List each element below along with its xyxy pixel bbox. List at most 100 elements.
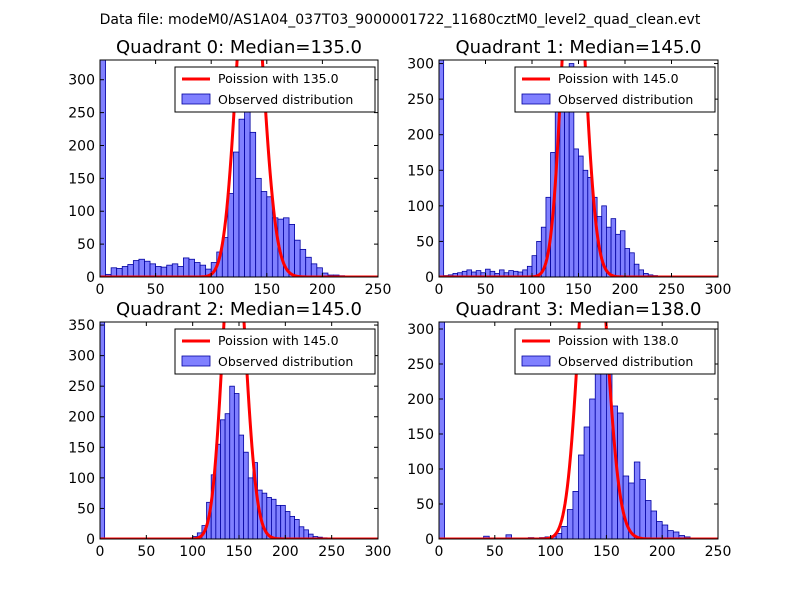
histogram-bar [633,263,640,277]
x-tick-label: 200 [612,282,639,298]
legend: Poission with 138.0 Observed distribution [514,328,716,375]
y-tick-label: 100 [407,199,434,215]
subplot-title: Quadrant 0: Median=135.0 [116,37,362,58]
x-tick-label: 300 [705,282,732,298]
legend-label-poisson: Poission with 145.0 [218,333,339,348]
y-tick-label: 250 [68,379,95,395]
legend-label-poisson: Poission with 138.0 [558,333,679,348]
y-tick-label: 150 [68,440,95,456]
x-tick-label: 0 [435,544,444,560]
histogram-bar [224,413,231,539]
histogram-bar [294,519,300,539]
x-tick-label: 100 [519,282,546,298]
x-tick-label: 50 [137,544,155,560]
legend-label-poisson: Poission with 135.0 [218,71,339,86]
y-tick-label: 200 [68,138,95,154]
plot-data [439,60,718,277]
subplot-quadrant-1: 0 50 100 150 200 250 300 0 50 100 150 200 250 300 Quad… [407,37,732,298]
y-tick-label: 150 [68,171,95,187]
plot-data [100,60,378,277]
y-tick-label: 150 [407,163,434,179]
histogram-bar [615,233,621,277]
legend: Poission with 135.0 Observed distribution [174,66,376,113]
y-tick-label: 0 [86,270,95,286]
histogram-bar [155,266,162,277]
x-tick-label: 50 [147,282,165,298]
histogram-bar [266,196,273,277]
y-tick-label: 0 [425,270,434,286]
histogram-bar [171,263,179,277]
histogram-bar [220,419,226,539]
y-tick-label: 50 [416,234,434,250]
histogram-bar [531,255,538,277]
histogram-bar [289,515,296,539]
x-tick-label: 200 [309,282,336,298]
histogram-bar [294,239,301,277]
x-tick-label: 150 [253,282,280,298]
subplot-title: Quadrant 2: Median=145.0 [116,299,362,320]
legend-box [174,66,376,113]
histogram-bar [316,267,323,277]
histogram-bar [583,426,591,539]
histogram-bar [650,510,658,539]
x-tick-label: 300 [365,544,392,560]
histogram-bar [572,490,579,539]
histogram-bar [247,477,254,539]
y-tick-label: 300 [68,349,95,365]
legend-box [174,328,376,375]
histogram-bar [249,131,257,277]
subplot-title: Quadrant 1: Median=145.0 [456,37,702,58]
x-tick-label: 0 [96,282,105,298]
y-tick-label: 350 [68,318,95,334]
x-tick-label: 50 [477,282,495,298]
x-tick-label: 150 [226,544,253,560]
axes-frame [99,59,379,278]
histogram-bar [100,60,106,277]
y-tick-label: 0 [86,532,95,548]
legend-label-observed: Observed distribution [558,354,693,369]
subplot-grid: 0 50 100 150 200 250050100150200250300Quadran… [68,37,732,560]
legend-label-observed: Observed distribution [558,92,693,107]
legend-bar-swatch [181,355,211,367]
histogram-bar [284,511,291,539]
histogram-bar [564,105,570,277]
histogram-bar [255,177,262,277]
y-tick-label: 0 [425,532,434,548]
histogram-bar [238,118,245,277]
histogram-bar [578,454,585,539]
x-tick-label: 0 [96,544,105,560]
histogram-bar [127,264,134,277]
histogram-bar [166,264,173,277]
x-tick-label: 100 [198,282,225,298]
histogram-bar [188,258,195,277]
x-tick-label: 200 [649,544,676,560]
histogram-bar [573,148,579,277]
legend: Poission with 145.0 Observed distribution [174,328,376,375]
legend-box [514,66,716,113]
x-tick-label: 200 [272,544,299,560]
histogram-bar [243,451,249,539]
histogram-bar [227,193,234,277]
y-tick-label: 200 [407,392,434,408]
histogram-bar [561,526,568,539]
histogram-bar [233,151,240,277]
figure-suptitle: Data file: modeM0/AS1A04_037T03_90000017… [100,12,701,28]
y-tick-label: 50 [77,501,95,517]
legend-label-poisson: Poission with 145.0 [558,71,679,86]
histogram-bar [624,248,631,277]
histogram-bar [633,461,641,539]
subplot-quadrant-2: 0 50 100 150 200 250 300 0 50 100 150 200 250 300 350 Q… [68,299,392,560]
y-tick-label: 200 [407,128,434,144]
histogram-bar [656,521,663,539]
histogram-bar [238,434,245,539]
histogram-bar [132,260,140,277]
y-tick-label: 100 [407,462,434,478]
x-tick-label: 0 [435,282,444,298]
legend-bar-swatch [521,93,551,105]
x-tick-label: 150 [565,282,592,298]
histogram-bar [589,398,596,539]
histogram-bar [233,393,240,539]
histogram-bar [439,60,445,277]
y-tick-label: 100 [68,204,95,220]
histogram-bar [310,263,318,277]
